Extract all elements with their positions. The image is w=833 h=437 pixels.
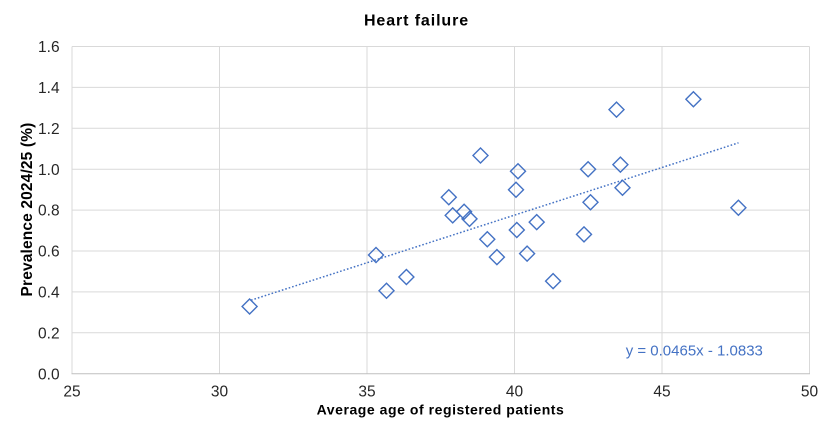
svg-text:1.6: 1.6 (38, 39, 60, 56)
svg-text:1.2: 1.2 (38, 121, 60, 138)
svg-text:y = 0.0465x - 1.0833: y = 0.0465x - 1.0833 (626, 342, 763, 359)
svg-text:45: 45 (653, 384, 670, 401)
svg-text:0.4: 0.4 (38, 285, 60, 302)
svg-text:25: 25 (63, 384, 80, 401)
svg-text:0.6: 0.6 (38, 244, 60, 261)
svg-text:35: 35 (358, 384, 375, 401)
svg-text:30: 30 (211, 384, 229, 401)
svg-text:Heart failure: Heart failure (364, 13, 469, 30)
svg-text:Prevalence 2024/25 (%): Prevalence 2024/25 (%) (19, 123, 36, 297)
svg-text:1.0: 1.0 (38, 162, 60, 179)
svg-text:40: 40 (506, 384, 524, 401)
svg-text:0.8: 0.8 (38, 203, 60, 220)
svg-text:1.4: 1.4 (38, 80, 60, 97)
svg-text:0.0: 0.0 (38, 366, 60, 383)
svg-text:0.2: 0.2 (38, 325, 60, 342)
svg-text:50: 50 (801, 384, 819, 401)
svg-text:Average age of registered pati: Average age of registered patients (317, 402, 565, 418)
